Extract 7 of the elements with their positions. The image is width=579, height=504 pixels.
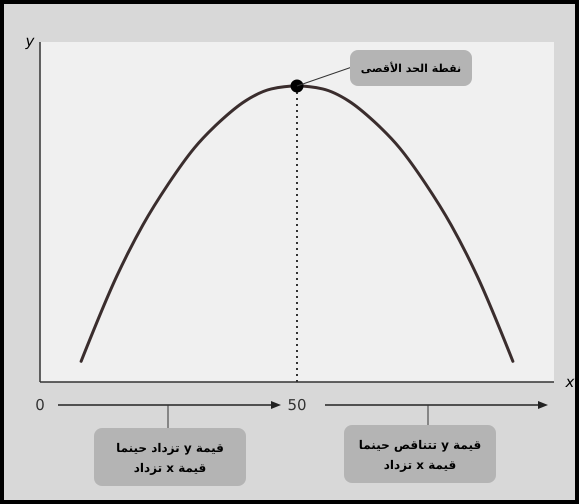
annotation: نقطة الحد الأقصى [360,61,462,75]
text: قيمة y تزداد حينما قيمة x تزداد [116,441,224,475]
text: قيمة y تتناقص حينما قيمة x تزداد [358,438,482,472]
x-tick-label: 50 [287,396,307,414]
y-axis-title: y [24,32,36,50]
x-tick-label: 0 [35,396,45,414]
x-axis-title: x [564,373,575,391]
